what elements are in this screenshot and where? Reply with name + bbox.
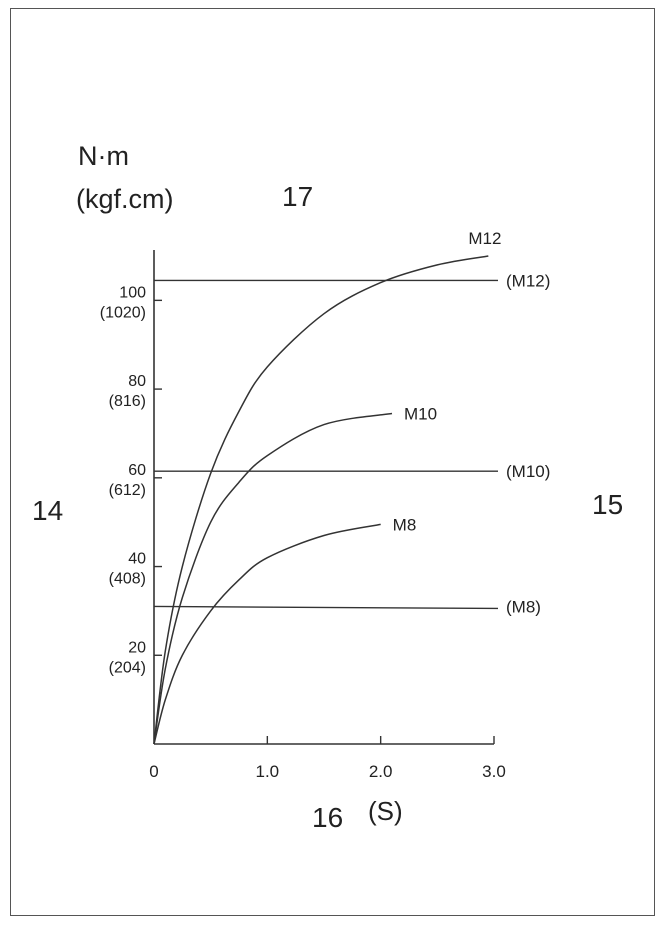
y-tick-sublabel-2: (612) [109,482,146,499]
series-label-m8: M8 [393,515,417,534]
x-axis-unit-label: (S) [368,796,403,826]
y-axis-unit-label: N·m [78,141,129,171]
figure-frame [10,8,655,916]
series-line-m12 [153,255,489,745]
callout-16: 16 [312,802,343,833]
x-tick-label-2: 2.0 [369,762,393,781]
y-tick-label-4: 100 [119,284,146,301]
series-label-m10: M10 [404,404,437,423]
x-tick-label-3: 3.0 [482,762,506,781]
y-tick-sublabel-0: (204) [109,659,146,676]
reference-line-label-0: (M12) [506,271,550,290]
reference-line-label-2: (M8) [506,597,541,616]
y-tick-sublabel-1: (408) [109,571,146,588]
y-tick-label-2: 60 [128,462,146,479]
reference-line-label-1: (M10) [506,462,550,481]
callout-15: 15 [592,489,623,520]
x-tick-label-0: 0 [149,762,158,781]
y-tick-label-3: 80 [128,373,146,390]
x-tick-label-1: 1.0 [256,762,280,781]
y-tick-label-0: 20 [128,639,146,656]
callout-17: 17 [282,181,313,212]
series-label-m12: M12 [468,229,501,248]
y-tick-sublabel-4: (1020) [100,304,146,321]
series-line-m10 [153,412,393,745]
y-tick-sublabel-3: (816) [109,393,146,410]
y-tick-label-1: 40 [128,551,146,568]
y-axis-unit-sub-label: (kgf.cm) [76,184,174,214]
callout-14: 14 [32,495,63,526]
reference-line-2 [153,605,499,610]
series-line-m8 [153,523,381,745]
